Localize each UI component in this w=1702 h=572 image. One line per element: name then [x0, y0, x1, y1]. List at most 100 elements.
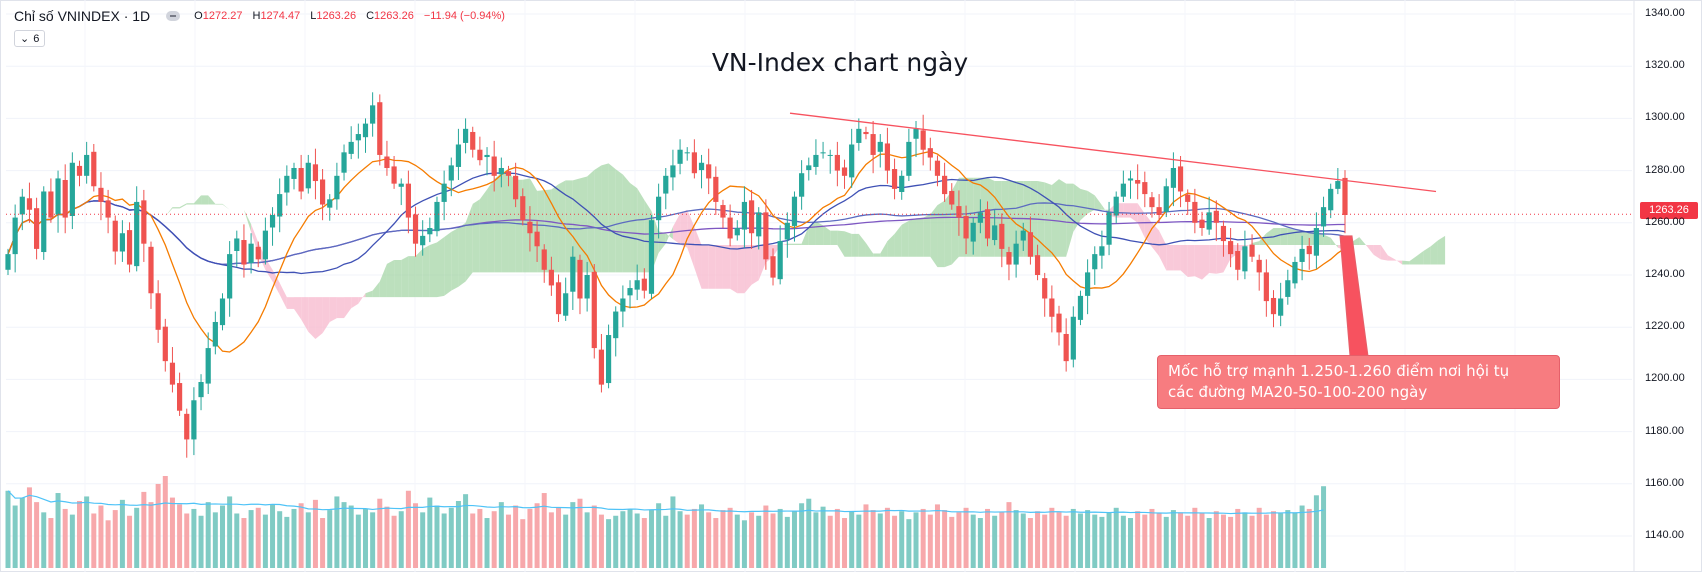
- cloud-segment: [272, 269, 280, 295]
- cloud-segment: [1173, 244, 1181, 271]
- candle-body: [305, 162, 311, 189]
- volume-bar: [169, 497, 175, 568]
- volume-bar: [634, 513, 640, 568]
- volume-bar: [1271, 511, 1277, 568]
- volume-bar: [291, 508, 297, 568]
- cloud-segment: [1080, 188, 1088, 221]
- symbol-title[interactable]: Chỉ số VNINDEX · 1D: [14, 8, 151, 24]
- volume-bar: [284, 516, 290, 568]
- y-tick-label: 1240.00: [1645, 268, 1685, 280]
- cloud-segment: [322, 297, 330, 334]
- volume-bar: [41, 512, 47, 568]
- cloud-segment: [1159, 230, 1167, 271]
- candle-body: [591, 271, 597, 349]
- volume-bar: [1306, 508, 1312, 568]
- volume-bar: [1299, 505, 1305, 568]
- volume-bar: [341, 502, 347, 568]
- cloud-segment: [1087, 190, 1095, 214]
- candle-body: [627, 288, 633, 296]
- volume-bar: [84, 496, 90, 568]
- candle-body: [1099, 246, 1105, 256]
- chart-title: VN-Index chart ngày: [711, 48, 969, 77]
- cloud-segment: [186, 203, 194, 205]
- volume-bar: [777, 508, 783, 568]
- candle-body: [1027, 232, 1034, 257]
- annotation-box[interactable]: Mốc hỗ trợ mạnh 1.250-1.260 điểm nơi hội…: [1157, 355, 1560, 409]
- cloud-segment: [1187, 244, 1195, 277]
- candle-body: [613, 311, 619, 339]
- candle-body: [834, 154, 840, 171]
- y-tick-label: 1340.00: [1645, 7, 1685, 19]
- candle-body: [1170, 167, 1177, 188]
- volume-bar: [877, 513, 883, 568]
- candle-body: [891, 169, 898, 189]
- cloud-segment: [1180, 244, 1188, 277]
- annotation-line-2: các đường MA20-50-100-200 ngày: [1168, 383, 1428, 401]
- volume-bar: [441, 513, 447, 568]
- cloud-segment: [1373, 244, 1381, 260]
- volume-bar: [1199, 513, 1205, 568]
- volume-bar: [463, 494, 469, 568]
- candle-body: [405, 183, 411, 218]
- candle-body: [1092, 254, 1098, 270]
- cloud-segment: [1066, 183, 1074, 257]
- candle-body: [906, 141, 912, 176]
- volume-bar: [1113, 507, 1119, 568]
- candle-body: [1006, 252, 1012, 265]
- volume-bar: [112, 510, 118, 568]
- volume-bar: [648, 510, 654, 568]
- volume-bar: [513, 505, 519, 568]
- candle-body: [5, 254, 11, 270]
- candle-body: [427, 228, 433, 235]
- volume-bar: [806, 498, 812, 568]
- candle-body: [155, 293, 161, 330]
- cloud-segment: [351, 297, 359, 309]
- volume-bar: [770, 513, 776, 568]
- candle-body: [984, 209, 991, 239]
- volume-bar: [455, 500, 461, 568]
- volume-bar: [477, 508, 483, 568]
- volume-bar: [420, 512, 426, 568]
- candle-body: [1320, 207, 1327, 227]
- volume-bar: [906, 519, 912, 568]
- volume-bar: [541, 493, 547, 568]
- volume-bar: [849, 511, 855, 568]
- candle-body: [33, 208, 40, 249]
- volume-bar: [1228, 516, 1234, 568]
- volume-bar: [219, 505, 225, 568]
- volume-bar: [1263, 514, 1269, 568]
- candle-body: [1056, 313, 1062, 333]
- volume-bar: [262, 514, 268, 568]
- volume-bar: [577, 498, 583, 568]
- volume-bar: [12, 505, 18, 568]
- cloud-segment: [730, 244, 738, 294]
- volume-bar: [255, 507, 261, 568]
- volume-bar: [656, 503, 662, 568]
- cloud-segment: [1359, 237, 1367, 246]
- indicators-toggle[interactable]: ⌄ 6: [14, 30, 46, 47]
- candle-body: [1013, 243, 1019, 265]
- volume-bar: [970, 514, 976, 568]
- candle-body: [477, 149, 483, 161]
- volume-bar: [148, 502, 154, 568]
- volume-bar: [720, 510, 726, 568]
- candle-body: [1034, 255, 1041, 275]
- cloud-segment: [1294, 229, 1303, 245]
- cloud-segment: [694, 226, 702, 289]
- cloud-segment: [830, 230, 838, 245]
- cloud-segment: [444, 231, 452, 296]
- candle-body: [148, 246, 154, 294]
- cloud-segment: [465, 203, 473, 282]
- volume-bar: [155, 483, 161, 568]
- candle-body: [219, 298, 226, 326]
- volume-bar: [641, 518, 647, 568]
- cloud-segment: [601, 163, 609, 273]
- minimize-icon[interactable]: [166, 11, 181, 21]
- cloud-segment: [808, 221, 816, 245]
- candle-body: [899, 175, 905, 193]
- candle-body: [1049, 298, 1055, 317]
- candle-body: [470, 131, 476, 150]
- volume-bar: [34, 502, 40, 568]
- volume-bar: [570, 502, 576, 568]
